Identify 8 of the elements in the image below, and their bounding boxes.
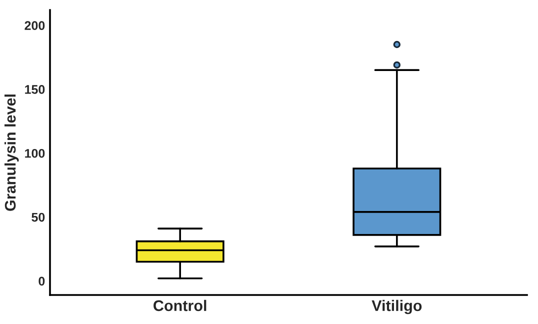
x-tick-label: Vitiligo — [372, 300, 422, 314]
y-tick-label: 100 — [25, 148, 45, 158]
y-tick-label: 0 — [38, 276, 45, 286]
y-tick-label: 50 — [32, 212, 45, 222]
x-tick-label: Control — [154, 300, 206, 312]
y-tick-label: 150 — [25, 85, 45, 94]
y-tick-label: 200 — [24, 21, 45, 30]
y-axis-title: Granulysin level — [4, 94, 19, 211]
